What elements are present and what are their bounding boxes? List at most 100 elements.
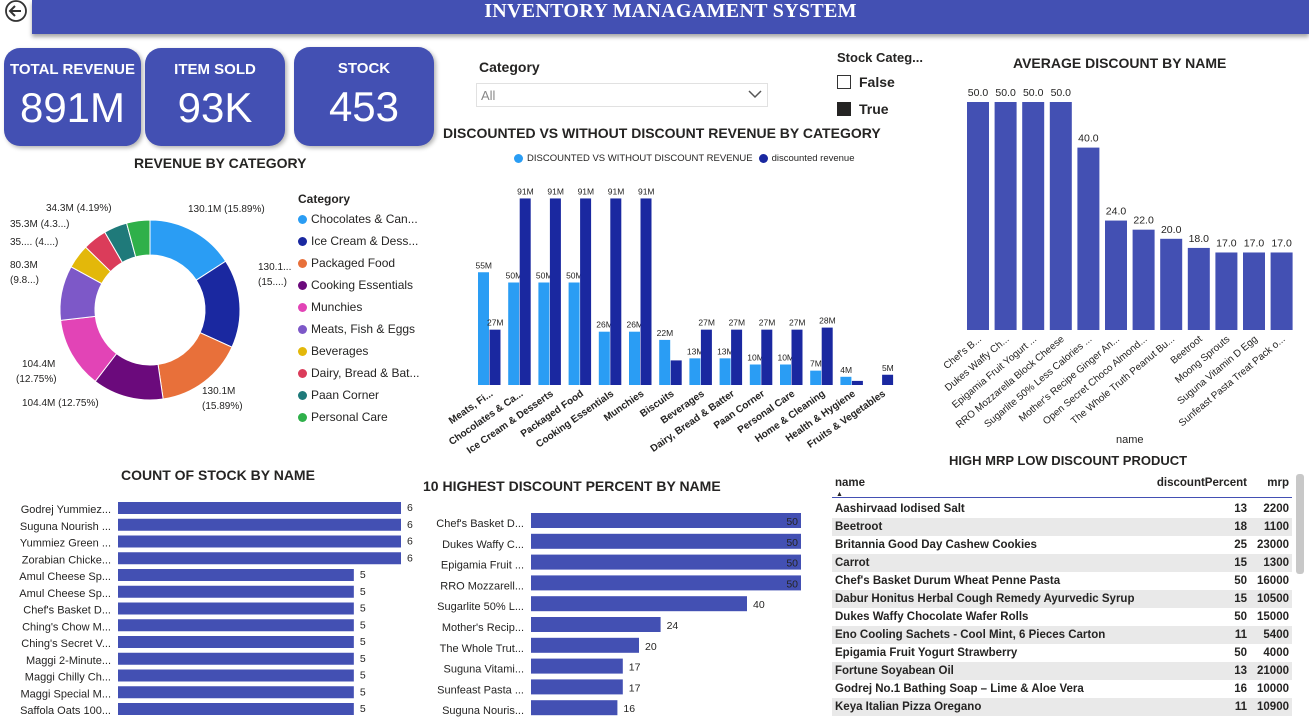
bar[interactable]	[689, 358, 701, 385]
legend-item[interactable]: Meats, Fish & Eggs	[298, 318, 420, 340]
bar[interactable]	[549, 198, 561, 385]
bar[interactable]	[1132, 229, 1155, 330]
bar[interactable]	[531, 596, 747, 612]
bar[interactable]	[670, 360, 682, 385]
bar[interactable]	[118, 518, 401, 531]
bar[interactable]	[629, 331, 640, 385]
bar[interactable]	[882, 374, 894, 385]
donut-label: (15....)	[258, 277, 287, 288]
bar[interactable]	[568, 282, 580, 386]
bar[interactable]	[531, 575, 801, 591]
bar[interactable]	[478, 272, 489, 385]
table-row[interactable]: Eno Cooling Sachets - Cool Mint, 6 Piece…	[832, 626, 1292, 644]
bar[interactable]	[118, 602, 354, 615]
bar[interactable]	[118, 636, 354, 648]
stock-option-false[interactable]: False	[837, 73, 917, 91]
bar[interactable]	[118, 703, 354, 715]
bar[interactable]	[118, 535, 401, 548]
legend-item[interactable]: Personal Care	[298, 406, 420, 428]
table-row[interactable]: Godrej No.1 Bathing Soap – Lime & Aloe V…	[832, 680, 1292, 698]
bar[interactable]	[840, 376, 852, 385]
bar[interactable]	[610, 198, 622, 385]
bar[interactable]	[994, 102, 1017, 330]
table-cell: 25	[1234, 539, 1247, 551]
stock-option-true[interactable]: True	[837, 100, 917, 118]
legend-item[interactable]: Beverages	[298, 340, 420, 362]
bar[interactable]	[538, 282, 550, 386]
table-row[interactable]: Dabur Honitus Herbal Cough Remedy Ayurve…	[832, 590, 1292, 608]
bar[interactable]	[531, 617, 661, 632]
column-header-mrp[interactable]: mrp	[1267, 477, 1289, 489]
donut-slice[interactable]	[125, 219, 151, 258]
table-row[interactable]: Chef's Basket Durum Wheat Penne Pasta 50 1…	[832, 572, 1292, 590]
bar[interactable]	[118, 552, 401, 565]
bar[interactable]	[1077, 147, 1100, 330]
bar[interactable]	[821, 327, 833, 385]
table-row[interactable]: Carrot 15 1300	[832, 554, 1292, 572]
bar[interactable]	[118, 652, 354, 665]
bar[interactable]	[780, 364, 791, 386]
kpi-item-sold: ITEM SOLD 93K	[145, 48, 285, 146]
table-row[interactable]: Britannia Good Day Cashew Cookies 25 23000	[832, 536, 1292, 554]
bar[interactable]	[1105, 220, 1127, 330]
table-row[interactable]: Beetroot 18 1100	[832, 518, 1292, 536]
data-label: 16	[623, 703, 635, 715]
bar[interactable]	[508, 282, 520, 386]
bar[interactable]	[1187, 247, 1210, 330]
column-header-name[interactable]: name ▲	[832, 474, 1152, 497]
bar[interactable]	[489, 329, 501, 385]
bar[interactable]	[749, 364, 761, 386]
legend-item[interactable]: Packaged Food	[298, 252, 420, 274]
bar[interactable]	[118, 619, 354, 632]
bar[interactable]	[761, 329, 773, 385]
bar[interactable]	[1270, 252, 1293, 330]
table-row[interactable]: Dukes Waffy Chocolate Wafer Rolls 50 15000	[832, 608, 1292, 626]
bar[interactable]	[791, 329, 803, 385]
bar[interactable]	[810, 370, 822, 385]
bar[interactable]	[851, 380, 863, 385]
legend-item[interactable]: Dairy, Bread & Bat...	[298, 362, 420, 384]
bar[interactable]	[118, 502, 401, 514]
bar[interactable]	[531, 700, 618, 716]
bar[interactable]	[598, 331, 610, 385]
bar[interactable]	[531, 658, 623, 674]
bar[interactable]	[967, 102, 989, 330]
back-arrow-icon[interactable]	[4, 0, 28, 24]
bar[interactable]	[1049, 102, 1072, 330]
bar[interactable]	[659, 339, 671, 385]
bar[interactable]	[531, 637, 639, 653]
bar[interactable]	[719, 358, 731, 385]
table-row[interactable]: Keya Italian Pizza Oregano 11 10900	[832, 698, 1292, 716]
legend-item[interactable]: Cooking Essentials	[298, 274, 420, 296]
table-row[interactable]: Fortune Soyabean Oil 13 21000	[832, 662, 1292, 680]
bar[interactable]	[700, 329, 712, 385]
column-header-discount[interactable]: discountPercent	[1156, 477, 1247, 489]
bar[interactable]	[531, 513, 801, 528]
category-dropdown[interactable]: All	[476, 83, 768, 107]
bar[interactable]	[1243, 252, 1265, 330]
legend-item[interactable]: Munchies	[298, 296, 420, 318]
legend-item[interactable]: Paan Corner	[298, 384, 420, 406]
bar[interactable]	[531, 554, 801, 570]
bar[interactable]	[531, 679, 623, 695]
table-cell: 1100	[1264, 521, 1289, 533]
bar[interactable]	[580, 198, 592, 385]
bar[interactable]	[531, 533, 801, 549]
bar[interactable]	[1215, 252, 1238, 330]
table-row[interactable]: Epigamia Fruit Yogurt Strawberry 50 4000	[832, 644, 1292, 662]
bar[interactable]	[640, 198, 652, 385]
bar[interactable]	[118, 569, 354, 581]
bar[interactable]	[519, 198, 531, 385]
table-scrollbar[interactable]	[1296, 474, 1304, 574]
bar[interactable]	[118, 686, 354, 699]
bar[interactable]	[1022, 102, 1045, 330]
bar[interactable]	[118, 585, 354, 598]
table-row[interactable]: Aashirvaad Iodised Salt 13 2200	[832, 500, 1292, 518]
bar[interactable]	[731, 329, 743, 385]
donut-label: 130.1...	[258, 262, 292, 273]
bar[interactable]	[1160, 238, 1183, 330]
data-label: 5	[360, 670, 366, 682]
bar[interactable]	[118, 669, 354, 682]
legend-item[interactable]: Ice Cream & Dess...	[298, 230, 420, 252]
legend-item[interactable]: Chocolates & Can...	[298, 208, 420, 230]
